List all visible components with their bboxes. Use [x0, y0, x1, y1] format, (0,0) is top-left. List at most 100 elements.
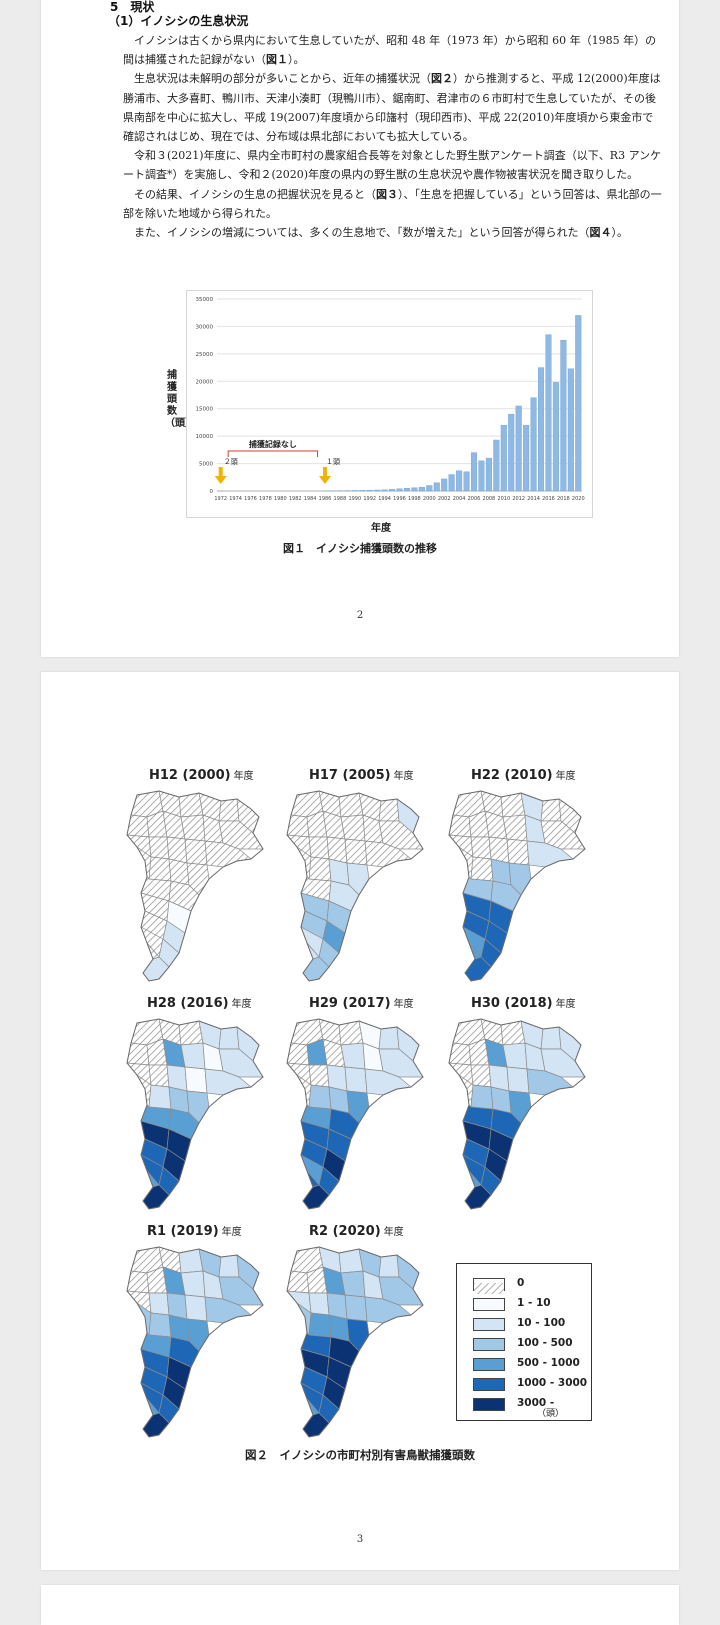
- municipality-region: [341, 815, 365, 841]
- x-tick-label: 1978: [259, 496, 272, 502]
- x-tick-label: 2008: [483, 496, 496, 502]
- bar: [412, 488, 418, 491]
- municipality-region: [309, 857, 331, 881]
- paragraph: イノシシは古くから県内において生息していたが、昭和 48 年（1973 年）から…: [123, 31, 663, 69]
- page-number: 2: [41, 610, 679, 621]
- chiba-map-h12: [119, 787, 274, 987]
- x-tick-label: 2018: [557, 496, 570, 502]
- y-tick-label: 5000: [199, 462, 213, 468]
- x-tick-label: 2006: [468, 496, 481, 502]
- municipality-region: [449, 835, 473, 857]
- municipality-region: [181, 815, 205, 841]
- municipality-region: [309, 837, 329, 859]
- municipality-region: [309, 1313, 331, 1337]
- start-arrow-head: [215, 476, 227, 484]
- municipality-region: [127, 1291, 151, 1313]
- body-text: イノシシは古くから県内において生息していたが、昭和 48 年（1973 年）から…: [123, 31, 663, 242]
- municipality-region: [471, 857, 493, 881]
- y-tick-label: 35000: [196, 297, 214, 303]
- municipality-region: [287, 1291, 311, 1313]
- end-label: １頭: [326, 458, 340, 466]
- x-tick-label: 1974: [229, 496, 242, 502]
- document-page-4: [41, 1585, 679, 1625]
- municipality-region: [185, 839, 207, 865]
- municipality-region: [379, 1255, 399, 1277]
- municipality-region: [149, 1313, 171, 1337]
- x-tick-label: 1992: [363, 496, 376, 502]
- bar: [494, 440, 500, 491]
- municipality-region: [149, 1085, 171, 1109]
- municipality-region: [309, 1085, 331, 1109]
- municipality-region: [471, 1065, 491, 1087]
- bar: [575, 315, 581, 491]
- bar: [397, 489, 403, 491]
- municipality-region: [127, 835, 151, 857]
- figure-1-caption: 図１ イノシシ捕獲頭数の推移: [41, 540, 679, 556]
- legend-swatch: [473, 1298, 505, 1311]
- bar: [456, 471, 462, 491]
- bar: [382, 490, 388, 491]
- municipality-region: [309, 1065, 329, 1087]
- chiba-map-h22: [441, 787, 596, 987]
- legend-swatch-hatched: [473, 1278, 505, 1291]
- end-arrow-head: [319, 476, 331, 484]
- bar: [568, 369, 574, 491]
- municipality-region: [471, 1085, 493, 1109]
- y-tick-label: 10000: [196, 434, 214, 440]
- start-label: ２頭: [224, 458, 238, 466]
- map-title-h12: H12 (2000)年度: [149, 767, 254, 783]
- y-axis-label: 捕獲頭数（頭）: [165, 370, 179, 430]
- x-tick-label: 1976: [244, 496, 257, 502]
- municipality-region: [503, 1043, 527, 1069]
- paragraph: その結果、イノシシの生息の把握状況を見ると（図３）、「生息を把握している」という…: [123, 185, 663, 223]
- x-tick-label: 2016: [542, 496, 555, 502]
- x-axis-label: 年度: [371, 519, 391, 534]
- page-number: 3: [41, 1534, 679, 1545]
- x-tick-label: 2020: [572, 496, 585, 502]
- bar: [508, 414, 514, 491]
- legend-unit: （頭）: [537, 1406, 564, 1419]
- municipality-region: [541, 1027, 561, 1049]
- bar: [359, 490, 365, 491]
- chiba-map-h29: [279, 1015, 434, 1215]
- municipality-region: [185, 1067, 207, 1093]
- map-title-h30: H30 (2018)年度: [471, 995, 576, 1011]
- municipality-region: [345, 1295, 367, 1321]
- bar: [546, 335, 552, 491]
- map-title-h29: H29 (2017)年度: [309, 995, 414, 1011]
- paragraph: また、イノシシの増減については、多くの生息地で、「数が増えた」という回答が得られ…: [123, 223, 663, 242]
- municipality-region: [149, 1065, 169, 1087]
- municipality-region: [341, 1271, 365, 1297]
- bar: [531, 398, 537, 491]
- municipality-region: [345, 1067, 367, 1093]
- y-tick-label: 0: [210, 489, 214, 495]
- bar: [479, 461, 485, 491]
- bar: [553, 382, 559, 491]
- municipality-region: [287, 1063, 311, 1085]
- municipality-region: [185, 1295, 207, 1321]
- x-tick-label: 1984: [304, 496, 317, 502]
- legend-swatch: [473, 1318, 505, 1331]
- bar: [523, 425, 529, 491]
- bar: [389, 489, 395, 491]
- x-tick-label: 1980: [274, 496, 287, 502]
- bar: [404, 488, 410, 491]
- bar: [434, 483, 440, 491]
- municipality-region: [341, 1043, 365, 1069]
- document-page-2: 5 現状 （1）イノシシの生息状況 イノシシは古くから県内において生息していたが…: [41, 0, 679, 657]
- x-tick-label: 1986: [319, 496, 332, 502]
- y-tick-label: 30000: [196, 324, 214, 330]
- no-record-label: 捕獲記録なし: [249, 439, 297, 449]
- municipality-region: [287, 835, 311, 857]
- legend-swatch: [473, 1378, 505, 1391]
- map-legend: 0 1 - 10 10 - 100 100 - 500 500 - 1000 1…: [456, 1263, 592, 1421]
- map-title-h28: H28 (2016)年度: [147, 995, 252, 1011]
- chiba-map-h28: [119, 1015, 274, 1215]
- map-title-r1: R1 (2019)年度: [147, 1223, 242, 1239]
- bar: [441, 479, 447, 491]
- no-record-bracket: [228, 451, 317, 457]
- figure-reference: 図３: [376, 188, 398, 201]
- x-tick-label: 1982: [289, 496, 302, 502]
- municipality-region: [507, 1067, 529, 1093]
